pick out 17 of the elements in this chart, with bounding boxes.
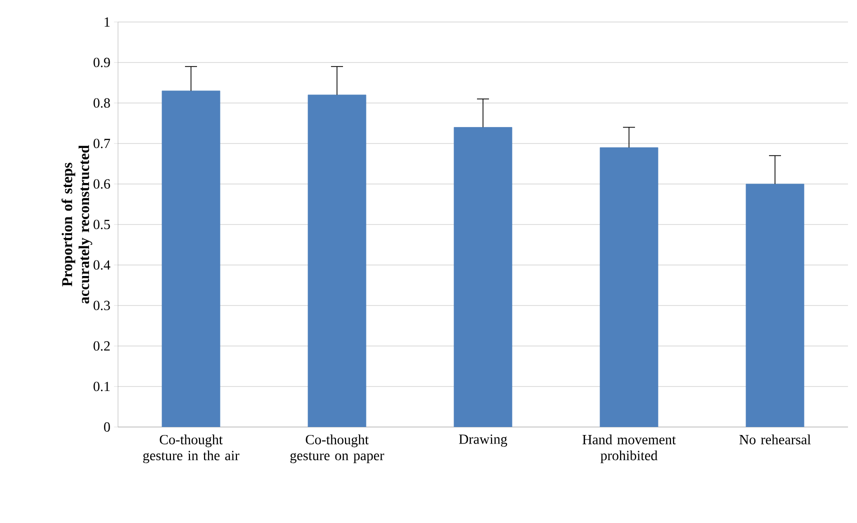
x-tick-label: Drawing: [459, 434, 508, 447]
y-tick-label: 1: [104, 17, 110, 27]
x-tick-label: Co-thought gesture in the air: [143, 434, 240, 464]
y-tick-label: 0.2: [94, 341, 110, 351]
y-axis-title: Proportion of steps accurately reconstructed: [62, 145, 92, 304]
x-tick-label: Hand movement prohibited: [582, 434, 676, 464]
y-tick-label: 0.1: [94, 382, 110, 392]
y-tick-label: 0.7: [94, 138, 110, 148]
y-tick-label: 0.4: [94, 260, 110, 270]
y-tick-label: 0.6: [94, 179, 110, 189]
y-tick-label: 0.9: [94, 58, 110, 68]
x-tick-label: No rehearsal: [739, 434, 811, 444]
y-tick-label: 0.8: [94, 98, 110, 108]
y-tick-label: 0: [104, 422, 110, 432]
y-tick-label: 0.5: [94, 220, 110, 230]
x-tick-label: Co-thought gesture on paper: [290, 434, 384, 464]
y-tick-label: 0.3: [94, 300, 110, 310]
